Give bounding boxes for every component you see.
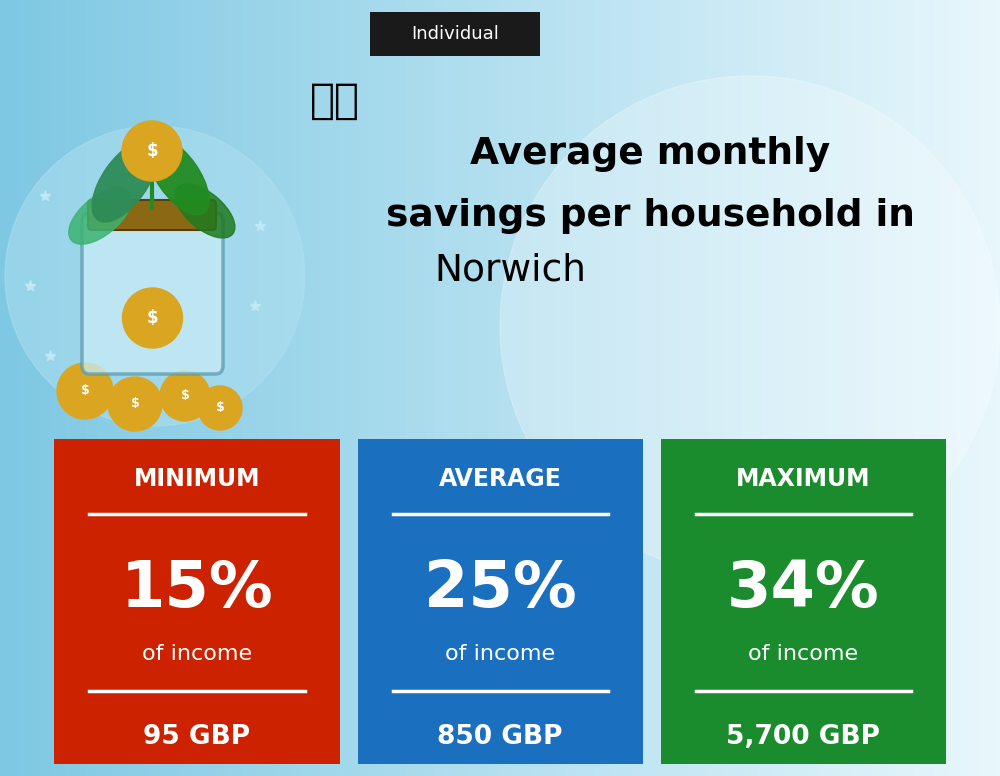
Text: Norwich: Norwich (434, 253, 586, 289)
Text: savings per household in: savings per household in (386, 198, 914, 234)
Text: of income: of income (142, 644, 252, 664)
FancyBboxPatch shape (370, 12, 540, 56)
Text: AVERAGE: AVERAGE (439, 467, 561, 491)
Text: 850 GBP: 850 GBP (437, 724, 563, 750)
Circle shape (5, 126, 305, 426)
FancyBboxPatch shape (660, 439, 946, 764)
Circle shape (198, 386, 242, 430)
Circle shape (122, 288, 182, 348)
Ellipse shape (147, 137, 209, 215)
FancyBboxPatch shape (54, 439, 340, 764)
Ellipse shape (175, 184, 235, 238)
Text: $: $ (146, 142, 158, 160)
Text: $: $ (131, 397, 139, 411)
Text: MAXIMUM: MAXIMUM (736, 467, 870, 491)
Text: 15%: 15% (121, 558, 273, 620)
Text: of income: of income (445, 644, 555, 664)
Ellipse shape (69, 188, 131, 244)
Text: 🇬🇧: 🇬🇧 (310, 80, 360, 122)
Text: Individual: Individual (411, 25, 499, 43)
Text: 95 GBP: 95 GBP (143, 724, 251, 750)
Text: $: $ (181, 390, 189, 403)
Text: Average monthly: Average monthly (470, 136, 830, 172)
FancyBboxPatch shape (88, 200, 216, 230)
Text: MINIMUM: MINIMUM (134, 467, 260, 491)
Ellipse shape (92, 140, 158, 222)
Text: 5,700 GBP: 5,700 GBP (726, 724, 880, 750)
Text: 34%: 34% (727, 558, 879, 620)
Text: $: $ (81, 384, 89, 397)
Circle shape (160, 371, 210, 421)
Text: of income: of income (748, 644, 858, 664)
Text: $: $ (216, 401, 224, 414)
FancyBboxPatch shape (82, 213, 223, 374)
Circle shape (108, 377, 162, 431)
Ellipse shape (500, 76, 1000, 576)
Circle shape (122, 121, 182, 181)
FancyBboxPatch shape (358, 439, 643, 764)
Text: 25%: 25% (424, 558, 576, 620)
Text: $: $ (147, 309, 158, 327)
Circle shape (57, 363, 113, 419)
